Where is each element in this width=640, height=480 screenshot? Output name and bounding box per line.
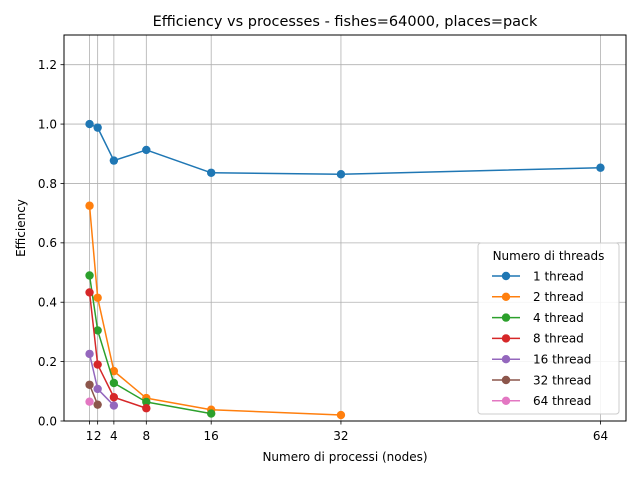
legend-label: 32 thread: [533, 373, 591, 387]
chart-title: Efficiency vs processes - fishes=64000, …: [153, 14, 538, 30]
legend-marker: [501, 355, 511, 364]
data-point: [109, 378, 119, 388]
data-point: [596, 163, 605, 172]
y-tick-label: 0.0: [38, 414, 57, 428]
series-4: [85, 288, 151, 413]
series-5: [85, 349, 119, 410]
series-7: [85, 397, 94, 406]
data-point: [85, 397, 94, 406]
legend-marker: [501, 396, 511, 405]
data-point: [206, 168, 216, 177]
data-point: [93, 123, 102, 132]
data-point: [109, 156, 119, 165]
data-point: [93, 360, 102, 369]
data-point: [85, 201, 94, 210]
data-point: [142, 397, 151, 407]
legend-label: 8 thread: [533, 332, 584, 346]
x-tick-label: 32: [333, 429, 348, 443]
data-point: [93, 293, 102, 302]
legend-label: 1 thread: [533, 269, 584, 283]
x-tick-label: 4: [110, 429, 118, 443]
legend-marker: [501, 292, 511, 301]
y-tick-label: 0.8: [38, 177, 57, 191]
legend-marker: [501, 375, 511, 385]
data-point: [109, 393, 119, 402]
series-line: [88, 205, 341, 416]
x-axis-ticks: 1 2 4 8 16 32 64: [86, 421, 608, 443]
series-1: [85, 119, 605, 179]
series-2: [85, 201, 346, 420]
data-point: [142, 404, 151, 413]
x-tick-label: 1: [86, 429, 94, 443]
legend-marker: [501, 271, 511, 281]
x-tick-label: 16: [204, 429, 219, 443]
data-point: [142, 145, 151, 155]
grid: [64, 35, 626, 422]
data-point: [93, 326, 102, 335]
data-point: [85, 288, 94, 297]
y-tick-label: 1.2: [38, 58, 57, 72]
y-tick-label: 0.6: [38, 236, 57, 250]
legend-title: Numero di threads: [493, 249, 605, 263]
legend: Numero di threads 1 thread 2 thread 4 thre…: [477, 242, 620, 415]
legend-label: 2 thread: [533, 290, 584, 304]
legend-items: 1 thread 2 thread 4 thread 8 thread 16 threa…: [492, 269, 591, 408]
y-tick-label: 0.2: [38, 355, 57, 369]
legend-label: 64 thread: [533, 394, 591, 408]
data-point: [85, 119, 94, 129]
legend-label: 4 thread: [533, 311, 584, 325]
legend-box: [477, 242, 620, 415]
data-point: [85, 349, 94, 359]
series-line: [88, 292, 147, 409]
y-axis-label: Efficiency: [14, 199, 28, 257]
data-point: [93, 400, 102, 409]
series-6: [85, 380, 102, 409]
data-point: [85, 271, 94, 280]
data-point: [336, 410, 346, 420]
plot-frame: [63, 34, 627, 422]
x-tick-label: 2: [94, 429, 102, 443]
series-lines: [85, 119, 605, 420]
legend-label: 16 thread: [533, 353, 591, 367]
data-point: [206, 409, 216, 418]
legend-marker: [501, 313, 511, 322]
series-line: [89, 123, 601, 176]
data-point: [109, 401, 119, 410]
data-point: [109, 366, 119, 376]
data-point: [85, 380, 94, 389]
legend-marker: [501, 334, 511, 343]
y-axis-ticks: 0.0 0.2 0.4 0.6 0.8 1.0 1.2: [38, 58, 64, 428]
data-point: [336, 170, 346, 179]
x-tick-label: 64: [593, 429, 608, 443]
x-axis-label: Numero di processi (nodes): [262, 450, 427, 464]
y-tick-label: 0.4: [38, 296, 57, 310]
series-3: [85, 271, 216, 418]
y-tick-label: 1.0: [38, 117, 57, 131]
x-tick-label: 8: [142, 429, 150, 443]
data-point: [93, 384, 102, 394]
